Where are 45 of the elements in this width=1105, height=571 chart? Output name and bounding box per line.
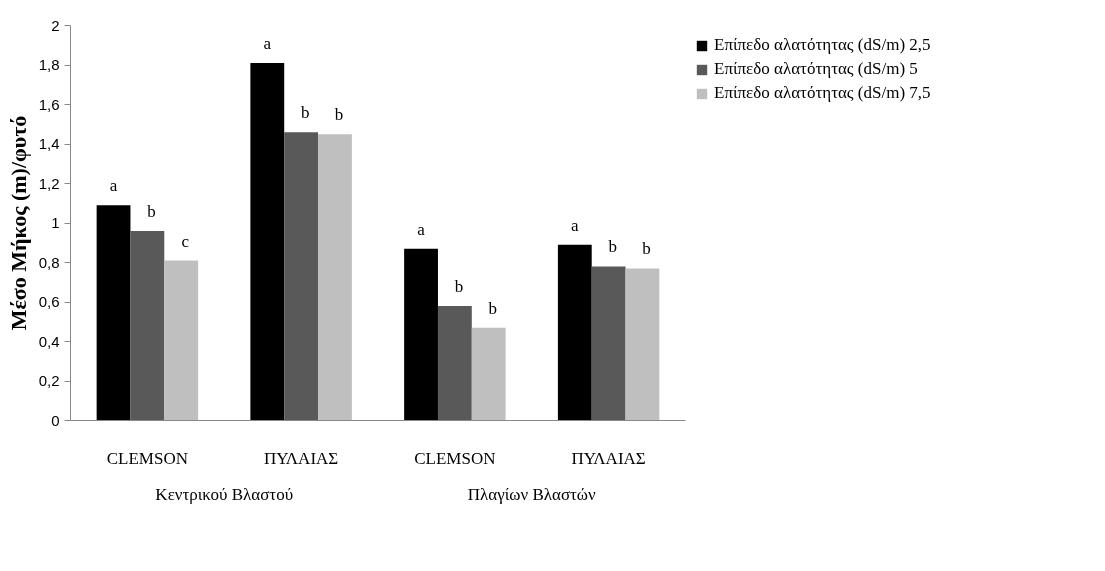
data-label: b bbox=[334, 105, 344, 125]
y-tick-label: 2 bbox=[51, 16, 60, 34]
data-label: b bbox=[300, 103, 310, 123]
x-tick-label: CLEMSON bbox=[106, 448, 188, 468]
data-label: a bbox=[109, 176, 118, 196]
data-label: b bbox=[608, 237, 617, 257]
text: Κεντρικού Βλαστού bbox=[155, 484, 294, 504]
x-tick-label: ΠΥΛΑΙΑΣ bbox=[571, 448, 646, 468]
y-tick-label: 1,8 bbox=[38, 56, 60, 73]
bar bbox=[625, 268, 660, 421]
y-tick-label: 1,2 bbox=[38, 174, 60, 192]
bar bbox=[130, 230, 165, 421]
y-axis-title: Μέσο Μήκος (m)/φυτό bbox=[5, 115, 31, 331]
bar bbox=[404, 248, 438, 421]
bar bbox=[471, 327, 506, 421]
legend-label: Επίπεδο αλατότητας (dS/m) 7,5 bbox=[714, 83, 931, 103]
data-label: b bbox=[488, 298, 497, 318]
legend-label: Επίπεδο αλατότητας (dS/m) 2,5 bbox=[714, 35, 931, 55]
y-tick-label: 0,6 bbox=[38, 293, 60, 310]
bar bbox=[591, 266, 626, 421]
bar bbox=[318, 134, 352, 421]
y-tick-label: 1,4 bbox=[38, 135, 60, 152]
x-tick-label: CLEMSON bbox=[414, 448, 496, 468]
text: Πλαγίων Βλαστών bbox=[467, 484, 597, 504]
bar bbox=[250, 63, 285, 421]
data-label: b bbox=[642, 239, 651, 259]
y-tick-label: 0,2 bbox=[38, 372, 60, 389]
data-label: a bbox=[263, 34, 272, 54]
bar bbox=[164, 260, 199, 421]
data-label: a bbox=[571, 215, 580, 235]
data-label: b bbox=[454, 276, 464, 296]
y-tick-label: 1,6 bbox=[38, 95, 60, 113]
bar bbox=[557, 244, 592, 421]
y-tick-label: 0 bbox=[51, 411, 60, 429]
x-tick-label: ΠΥΛΑΙΑΣ bbox=[264, 448, 339, 468]
data-label: c bbox=[181, 231, 190, 251]
y-tick-label: 0,8 bbox=[38, 253, 60, 271]
data-label: a bbox=[417, 219, 426, 239]
bar bbox=[284, 132, 319, 421]
data-label: b bbox=[147, 201, 156, 221]
y-tick-label: 1 bbox=[51, 214, 60, 231]
legend-label: Επίπεδο αλατότητας (dS/m) 5 bbox=[714, 59, 918, 79]
bar bbox=[437, 305, 472, 421]
y-tick-label: 0,4 bbox=[38, 332, 60, 350]
bar bbox=[96, 205, 131, 421]
